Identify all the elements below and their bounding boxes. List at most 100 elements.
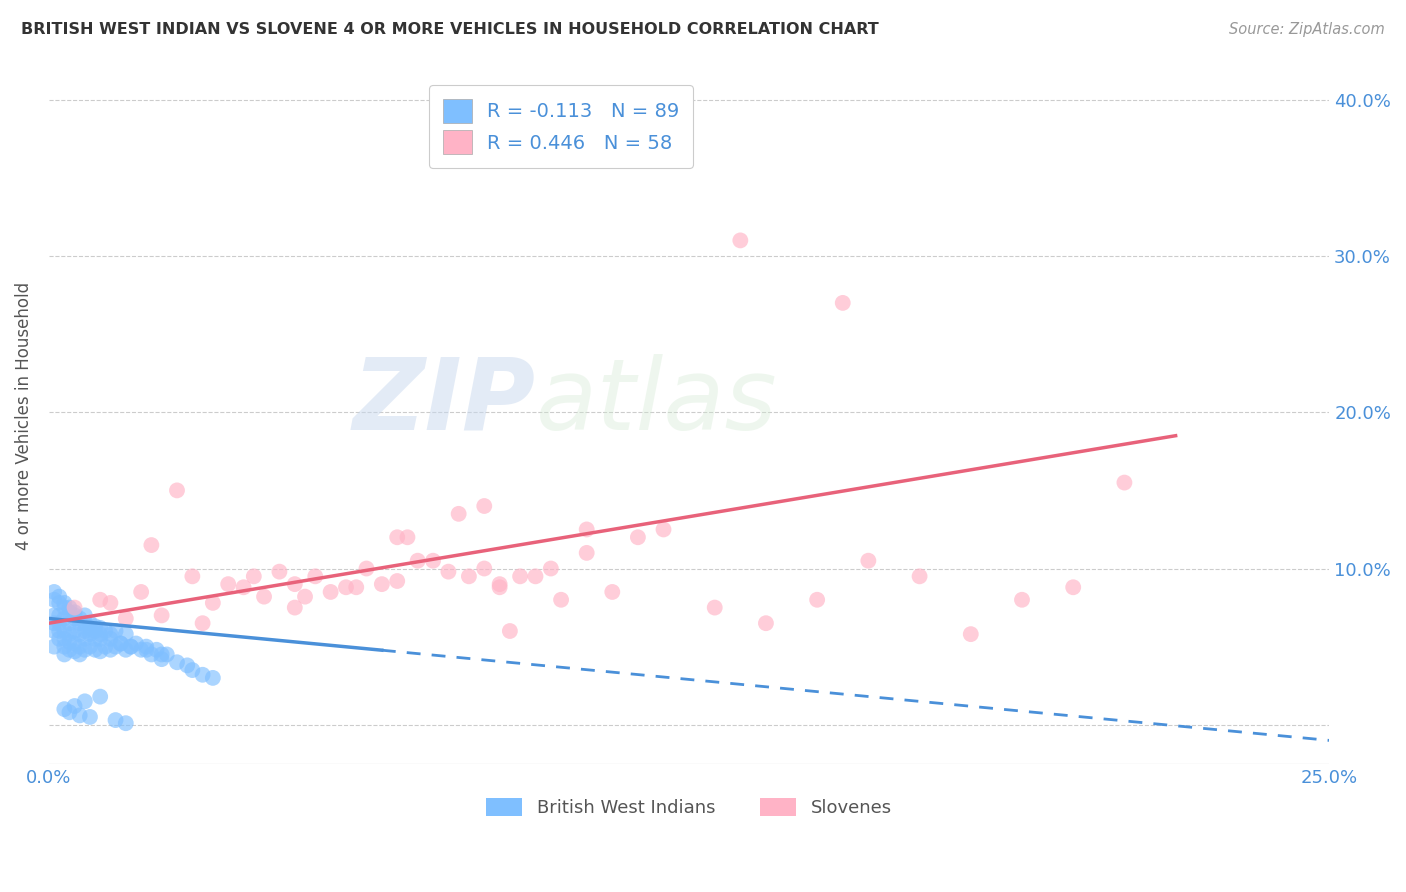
Point	[42, 640, 65, 654]
Point	[114, 642, 136, 657]
Point	[437, 565, 460, 579]
Point	[831, 296, 853, 310]
Point	[104, 624, 127, 638]
Point	[89, 621, 111, 635]
Point	[150, 608, 173, 623]
Point	[550, 592, 572, 607]
Point	[63, 698, 86, 713]
Point	[53, 640, 76, 654]
Text: atlas: atlas	[536, 354, 778, 450]
Legend: British West Indians, Slovenes: British West Indians, Slovenes	[479, 790, 900, 824]
Text: ZIP: ZIP	[353, 354, 536, 450]
Point	[63, 611, 86, 625]
Point	[42, 585, 65, 599]
Point	[191, 667, 214, 681]
Point	[294, 590, 316, 604]
Point	[145, 642, 167, 657]
Point	[806, 592, 828, 607]
Point	[387, 530, 409, 544]
Point	[396, 530, 419, 544]
Point	[89, 632, 111, 646]
Point	[858, 554, 880, 568]
Point	[524, 569, 547, 583]
Point	[110, 636, 132, 650]
Point	[100, 642, 122, 657]
Point	[176, 658, 198, 673]
Point	[472, 499, 495, 513]
Point	[135, 640, 157, 654]
Point	[458, 569, 481, 583]
Point	[94, 624, 117, 638]
Point	[69, 708, 91, 723]
Point	[284, 577, 307, 591]
Point	[69, 616, 91, 631]
Point	[58, 600, 80, 615]
Point	[79, 627, 101, 641]
Point	[156, 648, 179, 662]
Point	[79, 710, 101, 724]
Point	[63, 644, 86, 658]
Point	[48, 632, 70, 646]
Point	[499, 624, 522, 638]
Point	[84, 632, 107, 646]
Point	[488, 580, 510, 594]
Point	[84, 642, 107, 657]
Point	[63, 605, 86, 619]
Point	[69, 648, 91, 662]
Point	[53, 632, 76, 646]
Point	[63, 608, 86, 623]
Point	[269, 565, 291, 579]
Point	[472, 561, 495, 575]
Point	[141, 538, 163, 552]
Point	[959, 627, 981, 641]
Point	[53, 600, 76, 615]
Point	[422, 554, 444, 568]
Point	[141, 648, 163, 662]
Point	[79, 640, 101, 654]
Point	[447, 507, 470, 521]
Point	[1062, 580, 1084, 594]
Point	[48, 608, 70, 623]
Point	[335, 580, 357, 594]
Y-axis label: 4 or more Vehicles in Household: 4 or more Vehicles in Household	[15, 282, 32, 550]
Point	[69, 611, 91, 625]
Point	[575, 523, 598, 537]
Point	[73, 616, 96, 631]
Point	[120, 640, 142, 654]
Point	[1114, 475, 1136, 490]
Point	[114, 627, 136, 641]
Point	[69, 627, 91, 641]
Point	[166, 655, 188, 669]
Point	[509, 569, 531, 583]
Point	[69, 640, 91, 654]
Point	[540, 561, 562, 575]
Point	[73, 642, 96, 657]
Point	[73, 632, 96, 646]
Point	[703, 600, 725, 615]
Text: BRITISH WEST INDIAN VS SLOVENE 4 OR MORE VEHICLES IN HOUSEHOLD CORRELATION CHART: BRITISH WEST INDIAN VS SLOVENE 4 OR MORE…	[21, 22, 879, 37]
Point	[58, 605, 80, 619]
Point	[406, 554, 429, 568]
Point	[89, 644, 111, 658]
Point	[42, 608, 65, 623]
Point	[344, 580, 367, 594]
Point	[48, 590, 70, 604]
Point	[253, 590, 276, 604]
Point	[48, 624, 70, 638]
Point	[627, 530, 650, 544]
Point	[58, 616, 80, 631]
Point	[58, 705, 80, 719]
Text: Source: ZipAtlas.com: Source: ZipAtlas.com	[1229, 22, 1385, 37]
Point	[53, 648, 76, 662]
Point	[356, 561, 378, 575]
Point	[181, 663, 204, 677]
Point	[42, 616, 65, 631]
Point	[488, 577, 510, 591]
Point	[58, 627, 80, 641]
Point	[63, 624, 86, 638]
Point	[304, 569, 326, 583]
Point	[100, 632, 122, 646]
Point	[166, 483, 188, 498]
Point	[129, 585, 152, 599]
Point	[84, 619, 107, 633]
